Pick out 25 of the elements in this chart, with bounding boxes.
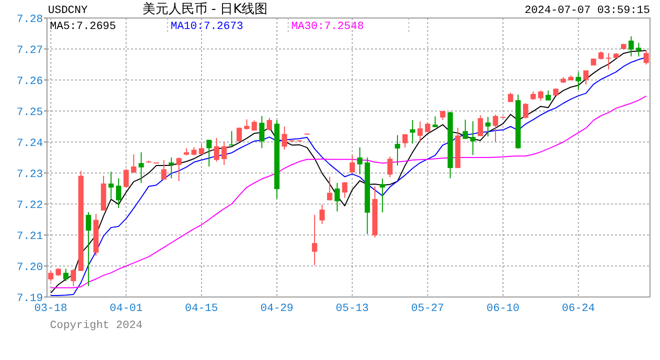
- x-tick-label: 05-27: [411, 303, 444, 315]
- text: MA30:7.2548: [291, 21, 364, 33]
- y-tick-label: 7.24: [16, 138, 44, 150]
- text: USDCNY: [48, 5, 88, 17]
- y-tick-label: 7.26: [16, 76, 43, 88]
- x-tick-label: 05-13: [336, 303, 369, 315]
- y-tick-label: 7.22: [16, 200, 43, 212]
- y-tick-label: 7.23: [16, 169, 43, 181]
- y-tick-label: 7.25: [16, 107, 43, 119]
- y-tick-label: 7.21: [16, 231, 44, 243]
- x-tick-label: 04-15: [185, 303, 218, 315]
- y-tick-label: 7.20: [16, 262, 43, 274]
- text: MA10:7.2673: [170, 21, 244, 33]
- text: 2024-07-07 03:59:15: [524, 5, 650, 17]
- x-tick-label: 03-18: [34, 303, 68, 315]
- y-tick-label: 7.19: [16, 293, 43, 305]
- chart-title: 美元人民币 - 日K线图: [142, 1, 268, 17]
- y-tick-label: 7.28: [16, 14, 43, 26]
- x-tick-label: 04-01: [110, 303, 144, 315]
- x-tick-label: 06-10: [486, 303, 520, 315]
- x-tick-label: 06-24: [562, 303, 596, 315]
- text: Copyright 2024: [50, 320, 143, 332]
- x-tick-label: 04-29: [260, 303, 294, 315]
- y-tick-label: 7.27: [16, 45, 43, 57]
- text: MA5:7.2695: [50, 21, 116, 33]
